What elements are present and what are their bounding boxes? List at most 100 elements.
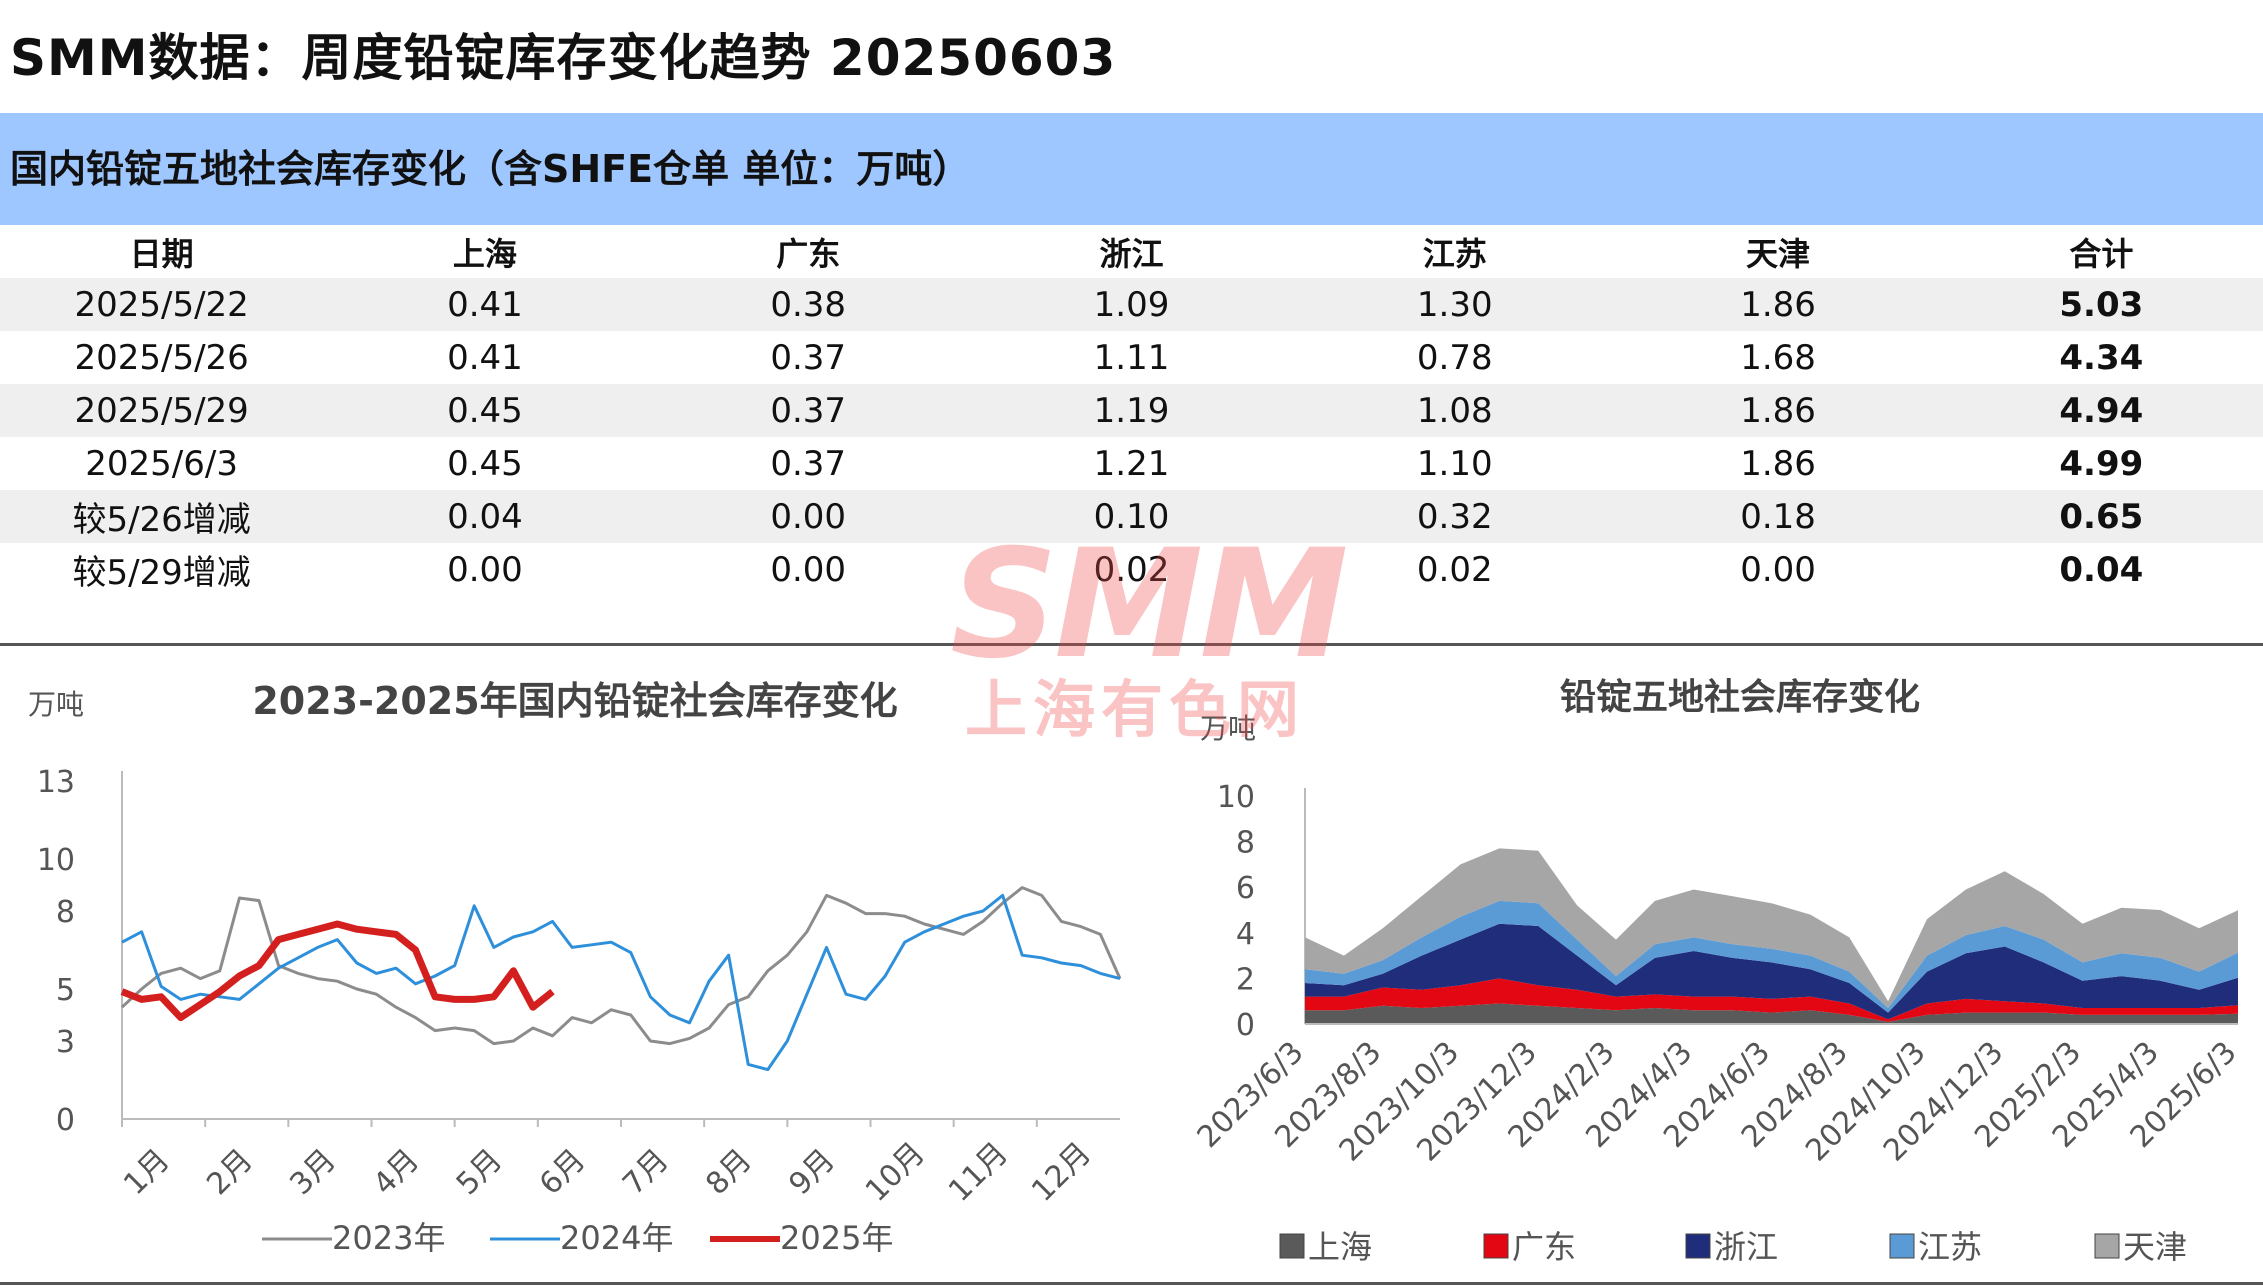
area-series-2 <box>1305 978 2238 1022</box>
table-row: 较5/26增减 0.04 0.00 0.10 0.32 0.18 0.65 <box>0 490 2263 543</box>
table-cell: 0.04 <box>323 490 647 543</box>
table-cell: 较5/26增减 <box>0 490 324 543</box>
area-series-1 <box>1305 1003 2238 1024</box>
series-line-1 <box>120 886 1122 1046</box>
x-tick-label: 3月 <box>283 1143 342 1202</box>
table-cell: 0.45 <box>447 443 523 484</box>
legend-label: 江苏 <box>1918 1228 1982 1266</box>
legend-swatch <box>1483 1233 1509 1259</box>
table-cell: 0.32 <box>1293 490 1617 543</box>
table-cell: 0.00 <box>447 549 523 590</box>
y-tick-label: 10 <box>1217 780 1255 815</box>
table-cell: 0.00 <box>646 490 970 543</box>
table-row: 2025/6/3 0.45 0.37 1.21 1.10 1.86 4.99 <box>0 437 2263 490</box>
y-tick-label: 8 <box>1236 826 1255 861</box>
table-cell: 1.68 <box>1740 337 1816 378</box>
column-header: 上海 <box>452 234 517 273</box>
table-cell: 0.00 <box>770 549 847 590</box>
table-cell: 0.02 <box>1416 549 1493 590</box>
x-tick-label: 8月 <box>699 1143 758 1202</box>
bottom-divider <box>0 1282 2263 1285</box>
legend-swatch <box>1279 1233 1305 1259</box>
column-header: 日期 <box>129 234 194 273</box>
series-line-2 <box>121 893 1121 1072</box>
table-row: 2025/5/29 0.45 0.37 1.19 1.08 1.86 4.94 <box>0 384 2263 437</box>
table-cell: 2025/5/29 <box>0 384 324 437</box>
table-cell: 0.41 <box>323 278 647 331</box>
table-cell-total: 4.99 <box>2059 443 2144 484</box>
table-row: 2025/5/26 0.41 0.37 1.11 0.78 1.68 4.34 <box>0 331 2263 384</box>
x-tick-label: 7月 <box>616 1143 675 1202</box>
column-header: 广东 <box>776 234 841 273</box>
x-tick-label: 5月 <box>450 1143 509 1202</box>
table-cell: 0.78 <box>1416 337 1493 378</box>
table-cell-total: 4.94 <box>1939 384 2263 437</box>
table-cell-total: 0.65 <box>1939 490 2263 543</box>
column-header: 江苏 <box>1422 234 1487 273</box>
table-cell-total: 5.03 <box>1939 278 2263 331</box>
table-header: 国内铅锭五地社会库存变化（含SHFE仓单 单位：万吨） <box>0 113 2263 225</box>
table-cell: 1.30 <box>1293 278 1617 331</box>
table-row: 较5/29增减 0.00 0.00 0.02 0.02 0.00 0.04 <box>0 543 2263 596</box>
series-line-3 <box>120 920 555 1022</box>
line-chart: 2023-2025年国内铅锭社会库存变化 万吨 0 3 5 8 10 13 1月 2月 3月 4月 5月… <box>28 679 1122 1257</box>
table-cell: 0.00 <box>1740 549 1816 590</box>
table-cell: 1.86 <box>1740 443 1816 484</box>
table-cell: 0.38 <box>646 278 970 331</box>
x-tick-label: 10月 <box>859 1136 932 1209</box>
table-cell: 0.45 <box>323 384 647 437</box>
inventory-table: 日期 上海 广东 浙江 江苏 天津 合计 2025/5/22 0.41 0.38… <box>0 225 2263 596</box>
y-tick-label: 5 <box>56 973 75 1008</box>
legend-label: 2025年 <box>780 1219 893 1257</box>
table-cell: 2025/5/22 <box>0 278 324 331</box>
y-tick-label: 3 <box>56 1025 75 1060</box>
legend-label: 天津 <box>2123 1228 2187 1266</box>
x-tick-label: 9月 <box>782 1143 841 1202</box>
table-cell: 1.86 <box>1616 278 1940 331</box>
legend-label: 2024年 <box>560 1219 673 1257</box>
table-cell: 1.11 <box>1093 337 1170 378</box>
chart-title: 2023-2025年国内铅锭社会库存变化 <box>252 679 897 723</box>
legend-label: 上海 <box>1308 1228 1372 1266</box>
legend-label: 浙江 <box>1714 1228 1778 1266</box>
y-axis-unit: 万吨 <box>1200 712 1256 745</box>
x-tick-label: 1月 <box>117 1143 176 1202</box>
y-tick-label: 4 <box>1236 917 1255 952</box>
table-cell: 1.10 <box>1416 443 1493 484</box>
table-header-row: 日期 上海 广东 浙江 江苏 天津 合计 <box>0 225 2263 278</box>
legend-label: 2023年 <box>332 1219 445 1257</box>
legend-swatch <box>2094 1233 2120 1259</box>
area-series-4 <box>1305 900 2238 1013</box>
y-tick-label: 10 <box>37 843 75 878</box>
section-divider <box>0 643 2263 646</box>
table-cell: 0.18 <box>1616 490 1940 543</box>
table-cell: 1.08 <box>1293 384 1617 437</box>
x-tick-label: 6月 <box>533 1143 592 1202</box>
table-cell: 较5/29增减 <box>72 553 251 593</box>
table-cell: 0.37 <box>770 443 847 484</box>
table-cell-total: 4.34 <box>2059 337 2144 378</box>
table-cell: 1.19 <box>969 384 1294 437</box>
y-tick-label: 13 <box>37 765 75 800</box>
table-cell: 0.41 <box>447 337 523 378</box>
column-header: 天津 <box>1746 234 1811 273</box>
legend-swatch <box>1685 1233 1711 1259</box>
table-row: 2025/5/22 0.41 0.38 1.09 1.30 1.86 5.03 <box>0 278 2263 331</box>
legend-swatch <box>1889 1233 1915 1259</box>
x-tick-label: 4月 <box>367 1143 426 1202</box>
y-tick-label: 6 <box>1236 871 1255 906</box>
table-cell: 0.02 <box>1093 549 1170 590</box>
table-cell: 1.21 <box>1093 443 1170 484</box>
column-header: 浙江 <box>1099 234 1164 273</box>
table-cell-total: 0.04 <box>2059 549 2144 590</box>
table-cell: 1.86 <box>1616 384 1940 437</box>
table-cell: 1.09 <box>969 278 1294 331</box>
y-tick-label: 2 <box>1236 962 1255 997</box>
x-tick-label: 2月 <box>200 1143 259 1202</box>
chart-title: 铅锭五地社会库存变化 <box>1560 676 1920 718</box>
table-cell: 0.10 <box>969 490 1294 543</box>
x-tick-label: 12月 <box>1025 1136 1098 1209</box>
table-cell: 0.37 <box>770 337 847 378</box>
column-header: 合计 <box>2069 234 2134 273</box>
table-cell: 2025/6/3 <box>85 443 238 484</box>
